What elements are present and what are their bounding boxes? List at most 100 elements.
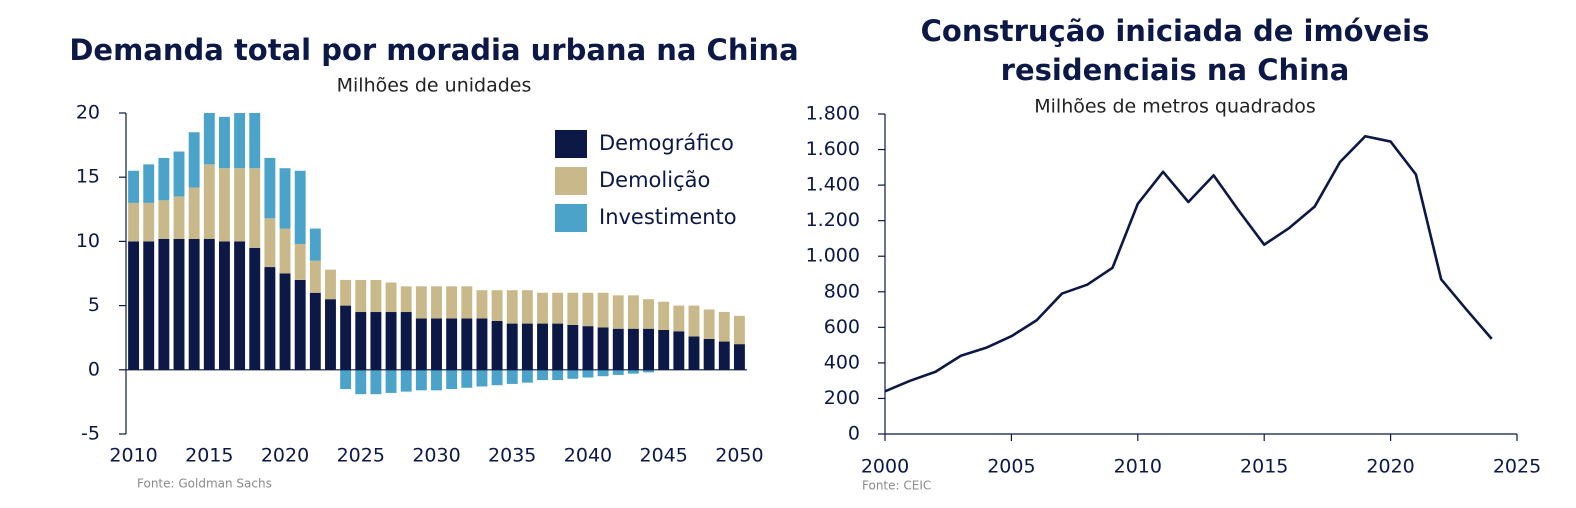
bar: [521, 369, 533, 383]
bar: [643, 299, 655, 329]
bar: [506, 323, 518, 370]
source: Fonte: Goldman Sachs: [137, 477, 272, 491]
bar: [309, 228, 321, 261]
bar: [673, 305, 685, 332]
bar: [718, 312, 730, 342]
bar: [203, 164, 215, 239]
bar: [521, 323, 533, 370]
bar: [431, 286, 442, 319]
legend-swatch: [555, 204, 587, 232]
x-tick-label: 2045: [640, 445, 688, 467]
bar: [203, 113, 215, 165]
bar: [249, 168, 261, 248]
bar: [264, 218, 276, 268]
x-tick-label: 2015: [185, 445, 233, 467]
bar: [431, 369, 442, 391]
bar: [733, 315, 745, 345]
bar: [309, 260, 321, 293]
bar: [415, 318, 427, 370]
bar: [294, 243, 306, 280]
bar: [612, 295, 624, 329]
chart-title: residenciais na China: [1001, 53, 1350, 87]
bar: [627, 369, 639, 374]
bar: [703, 309, 715, 339]
legend-label: Demográfico: [599, 131, 734, 155]
bar: [158, 238, 170, 370]
bar: [476, 318, 488, 370]
bar: [128, 170, 140, 203]
bar: [340, 279, 352, 306]
y-tick-label: 20: [76, 102, 100, 124]
x-tick-label: 2020: [1366, 456, 1414, 478]
y-tick-label: 10: [76, 230, 100, 252]
bar: [552, 369, 564, 381]
bar: [612, 369, 624, 375]
bar: [234, 241, 246, 370]
source: Fonte: CEIC: [862, 479, 931, 493]
bar: [552, 292, 564, 324]
bar: [294, 170, 306, 244]
bar: [385, 282, 397, 313]
bar: [279, 228, 291, 274]
bar: [325, 269, 336, 300]
bar: [173, 196, 185, 239]
bar: [476, 290, 488, 319]
chart-subtitle: Milhões de unidades: [337, 75, 532, 97]
bar: [733, 344, 745, 370]
bar: [340, 305, 352, 370]
bar: [461, 286, 473, 319]
bar: [173, 151, 185, 197]
x-tick-label: 2025: [1493, 456, 1541, 478]
x-tick-label: 2025: [337, 445, 385, 467]
y-tick-label: 1.800: [806, 103, 860, 125]
bar: [597, 327, 609, 370]
y-tick-label: 1.400: [806, 174, 860, 196]
bar: [688, 336, 700, 370]
bar: [491, 321, 503, 370]
y-tick-label: 1.000: [806, 245, 860, 267]
bar: [188, 187, 200, 239]
bar: [537, 323, 548, 370]
bar: [415, 369, 427, 391]
y-tick-label: 1.200: [806, 209, 860, 231]
bar: [279, 273, 291, 370]
y-tick-label: 5: [88, 294, 100, 316]
bar: [400, 286, 412, 313]
bar: [325, 299, 336, 370]
bar: [158, 200, 170, 239]
bar: [400, 312, 412, 370]
x-tick-label: 2035: [488, 445, 536, 467]
bar: [718, 341, 730, 370]
bar: [203, 238, 215, 370]
bar: [143, 164, 155, 203]
bar: [128, 202, 140, 242]
bar: [400, 369, 412, 392]
x-tick-label: 2005: [987, 456, 1035, 478]
y-tick-label: 800: [824, 280, 860, 302]
legend-label: Investimento: [599, 205, 737, 229]
line: [884, 134, 1493, 393]
bar: [218, 241, 230, 370]
bar: [249, 113, 261, 169]
bar: [431, 318, 442, 370]
bar: [658, 301, 670, 330]
bar: [567, 324, 579, 370]
bar: [385, 369, 397, 393]
y-tick-label: 0: [88, 358, 100, 380]
bar: [673, 331, 685, 370]
bar: [643, 328, 655, 370]
bar: [567, 292, 579, 325]
bar: [627, 295, 639, 329]
bar: [506, 369, 518, 384]
bar: [279, 168, 291, 229]
bar: [158, 157, 170, 201]
chart-title: Construção iniciada de imóveis: [921, 14, 1430, 48]
bar: [567, 369, 579, 379]
bar: [294, 279, 306, 370]
bar: [415, 286, 427, 319]
bar: [249, 247, 261, 370]
bar: [582, 292, 594, 327]
bar: [461, 318, 473, 370]
bar: [173, 238, 185, 370]
